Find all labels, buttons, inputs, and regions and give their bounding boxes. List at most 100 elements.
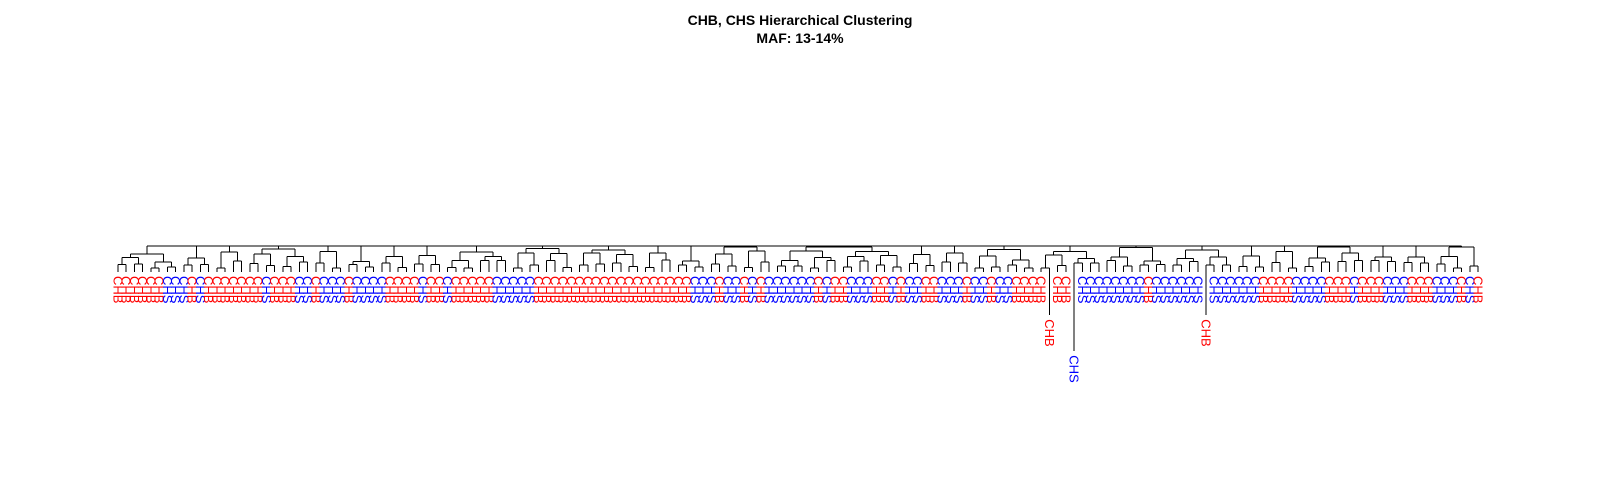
- leaf-label: CHB: [201, 276, 216, 303]
- leaf-label: CHB: [1042, 319, 1057, 346]
- leaf-label: CHB: [556, 276, 571, 303]
- leaf-label: CHB: [547, 276, 562, 303]
- leaf-label: CHS: [1215, 276, 1230, 304]
- leaf-label: CHS: [1108, 276, 1123, 304]
- leaf-label: CHB: [663, 276, 678, 303]
- leaf-label: CHB: [242, 276, 257, 303]
- leaf-label: CHS: [729, 276, 744, 304]
- leaf-label: CHB: [1421, 276, 1436, 303]
- leaf-label: CHB: [267, 276, 282, 303]
- leaf-label: CHB: [448, 276, 463, 303]
- leaf-label: CHB: [457, 276, 472, 303]
- leaf-label: CHS: [300, 276, 315, 304]
- leaf-label: CHB: [465, 276, 480, 303]
- leaf-label: CHS: [350, 276, 365, 304]
- leaf-label: CHS: [1083, 276, 1098, 304]
- leaf-label: CHB: [927, 276, 942, 303]
- leaf-label: CHS: [1133, 276, 1148, 304]
- leaf-label: CHB: [877, 276, 892, 303]
- leaf-label: CHS: [951, 276, 966, 304]
- leaf-label: CHS: [1100, 276, 1115, 304]
- leaf-label: CHB: [1363, 276, 1378, 303]
- leaf-label: CHS: [168, 276, 183, 304]
- leaf-label: CHB: [894, 276, 909, 303]
- leaf-label: CHB: [564, 276, 579, 303]
- leaf-label: CHS: [762, 276, 777, 304]
- leaf-label: CHB: [1199, 319, 1214, 346]
- leaf-label: CHB: [836, 276, 851, 303]
- leaf-label: CHS: [1166, 276, 1181, 304]
- leaf-label: CHS: [160, 276, 175, 304]
- leaf-label: CHB: [1355, 276, 1370, 303]
- leaf-label: CHB: [1058, 276, 1073, 303]
- leaf-label: CHS: [1388, 276, 1403, 304]
- leaf-label: CHB: [811, 276, 826, 303]
- leaf-label: CHB: [143, 276, 158, 303]
- leaf-label: CHS: [1207, 276, 1222, 304]
- leaf-label: CHS: [514, 276, 529, 304]
- leaf-label: CHS: [968, 276, 983, 304]
- dendrogram-branches: [117, 245, 1479, 352]
- leaf-label: CHB: [1471, 276, 1486, 303]
- leaf-label: CHB: [679, 276, 694, 303]
- leaf-label: CHS: [1091, 276, 1106, 304]
- leaf-label: CHS: [1429, 276, 1444, 304]
- leaf-label: CHS: [819, 276, 834, 304]
- leaf-label: CHS: [1157, 276, 1172, 304]
- leaf-label: CHS: [1396, 276, 1411, 304]
- leaf-label: CHS: [687, 276, 702, 304]
- leaf-label: CHS: [1223, 276, 1238, 304]
- leaf-label: CHS: [704, 276, 719, 304]
- leaf-label: CHS: [333, 276, 348, 304]
- leaf-label: CHS: [193, 276, 208, 304]
- leaf-label: CHS: [1182, 276, 1197, 304]
- leaf-label: CHB: [234, 276, 249, 303]
- leaf-label: CHB: [119, 276, 134, 303]
- leaf-label: CHB: [613, 276, 628, 303]
- leaf-label: CHS: [1248, 276, 1263, 304]
- leaf-label: CHS: [861, 276, 876, 304]
- leaf-label: CHS: [440, 276, 455, 304]
- leaf-label: CHS: [176, 276, 191, 304]
- leaf-label: CHS: [1462, 276, 1477, 304]
- leaf-label: CHS: [358, 276, 373, 304]
- leaf-label: CHB: [127, 276, 142, 303]
- leaf-label: CHB: [308, 276, 323, 303]
- leaf-label: CHB: [391, 276, 406, 303]
- leaf-label: CHB: [638, 276, 653, 303]
- leaf-label: CHS: [1075, 276, 1090, 304]
- leaf-label: CHB: [828, 276, 843, 303]
- leaf-label: CHB: [737, 276, 752, 303]
- leaf-label: CHB: [1339, 276, 1354, 303]
- leaf-label: CHS: [1306, 276, 1321, 304]
- leaf-label: CHB: [218, 276, 233, 303]
- leaf-label: CHS: [317, 276, 332, 304]
- leaf-label: CHS: [720, 276, 735, 304]
- leaf-label: CHS: [803, 276, 818, 304]
- leaf-label: CHS: [885, 276, 900, 304]
- leaf-label: CHS: [1190, 276, 1205, 304]
- leaf-label: CHS: [770, 276, 785, 304]
- leaf-label: CHS: [992, 276, 1007, 304]
- leaf-label: CHS: [292, 276, 307, 304]
- leaf-label: CHS: [1174, 276, 1189, 304]
- leaf-label: CHB: [1322, 276, 1337, 303]
- leaf-label: CHS: [490, 276, 505, 304]
- leaf-label: CHS: [910, 276, 925, 304]
- leaf-label: CHS: [902, 276, 917, 304]
- leaf-label: CHB: [185, 276, 200, 303]
- dendrogram-leaves: CHBCHBCHBCHBCHBCHBCHSCHSCHSCHBCHSCHBCHBC…: [111, 276, 1486, 383]
- leaf-label: CHB: [424, 276, 439, 303]
- leaf-label: CHS: [1067, 355, 1082, 383]
- leaf-label: CHS: [366, 276, 381, 304]
- leaf-label: CHS: [498, 276, 513, 304]
- leaf-label: CHB: [251, 276, 266, 303]
- leaf-label: CHB: [1034, 276, 1049, 303]
- leaf-label: CHB: [1009, 276, 1024, 303]
- leaf-label: CHB: [605, 276, 620, 303]
- leaf-label: CHB: [984, 276, 999, 303]
- leaf-label: CHB: [1264, 276, 1279, 303]
- leaf-label: CHB: [399, 276, 414, 303]
- leaf-label: CHB: [1330, 276, 1345, 303]
